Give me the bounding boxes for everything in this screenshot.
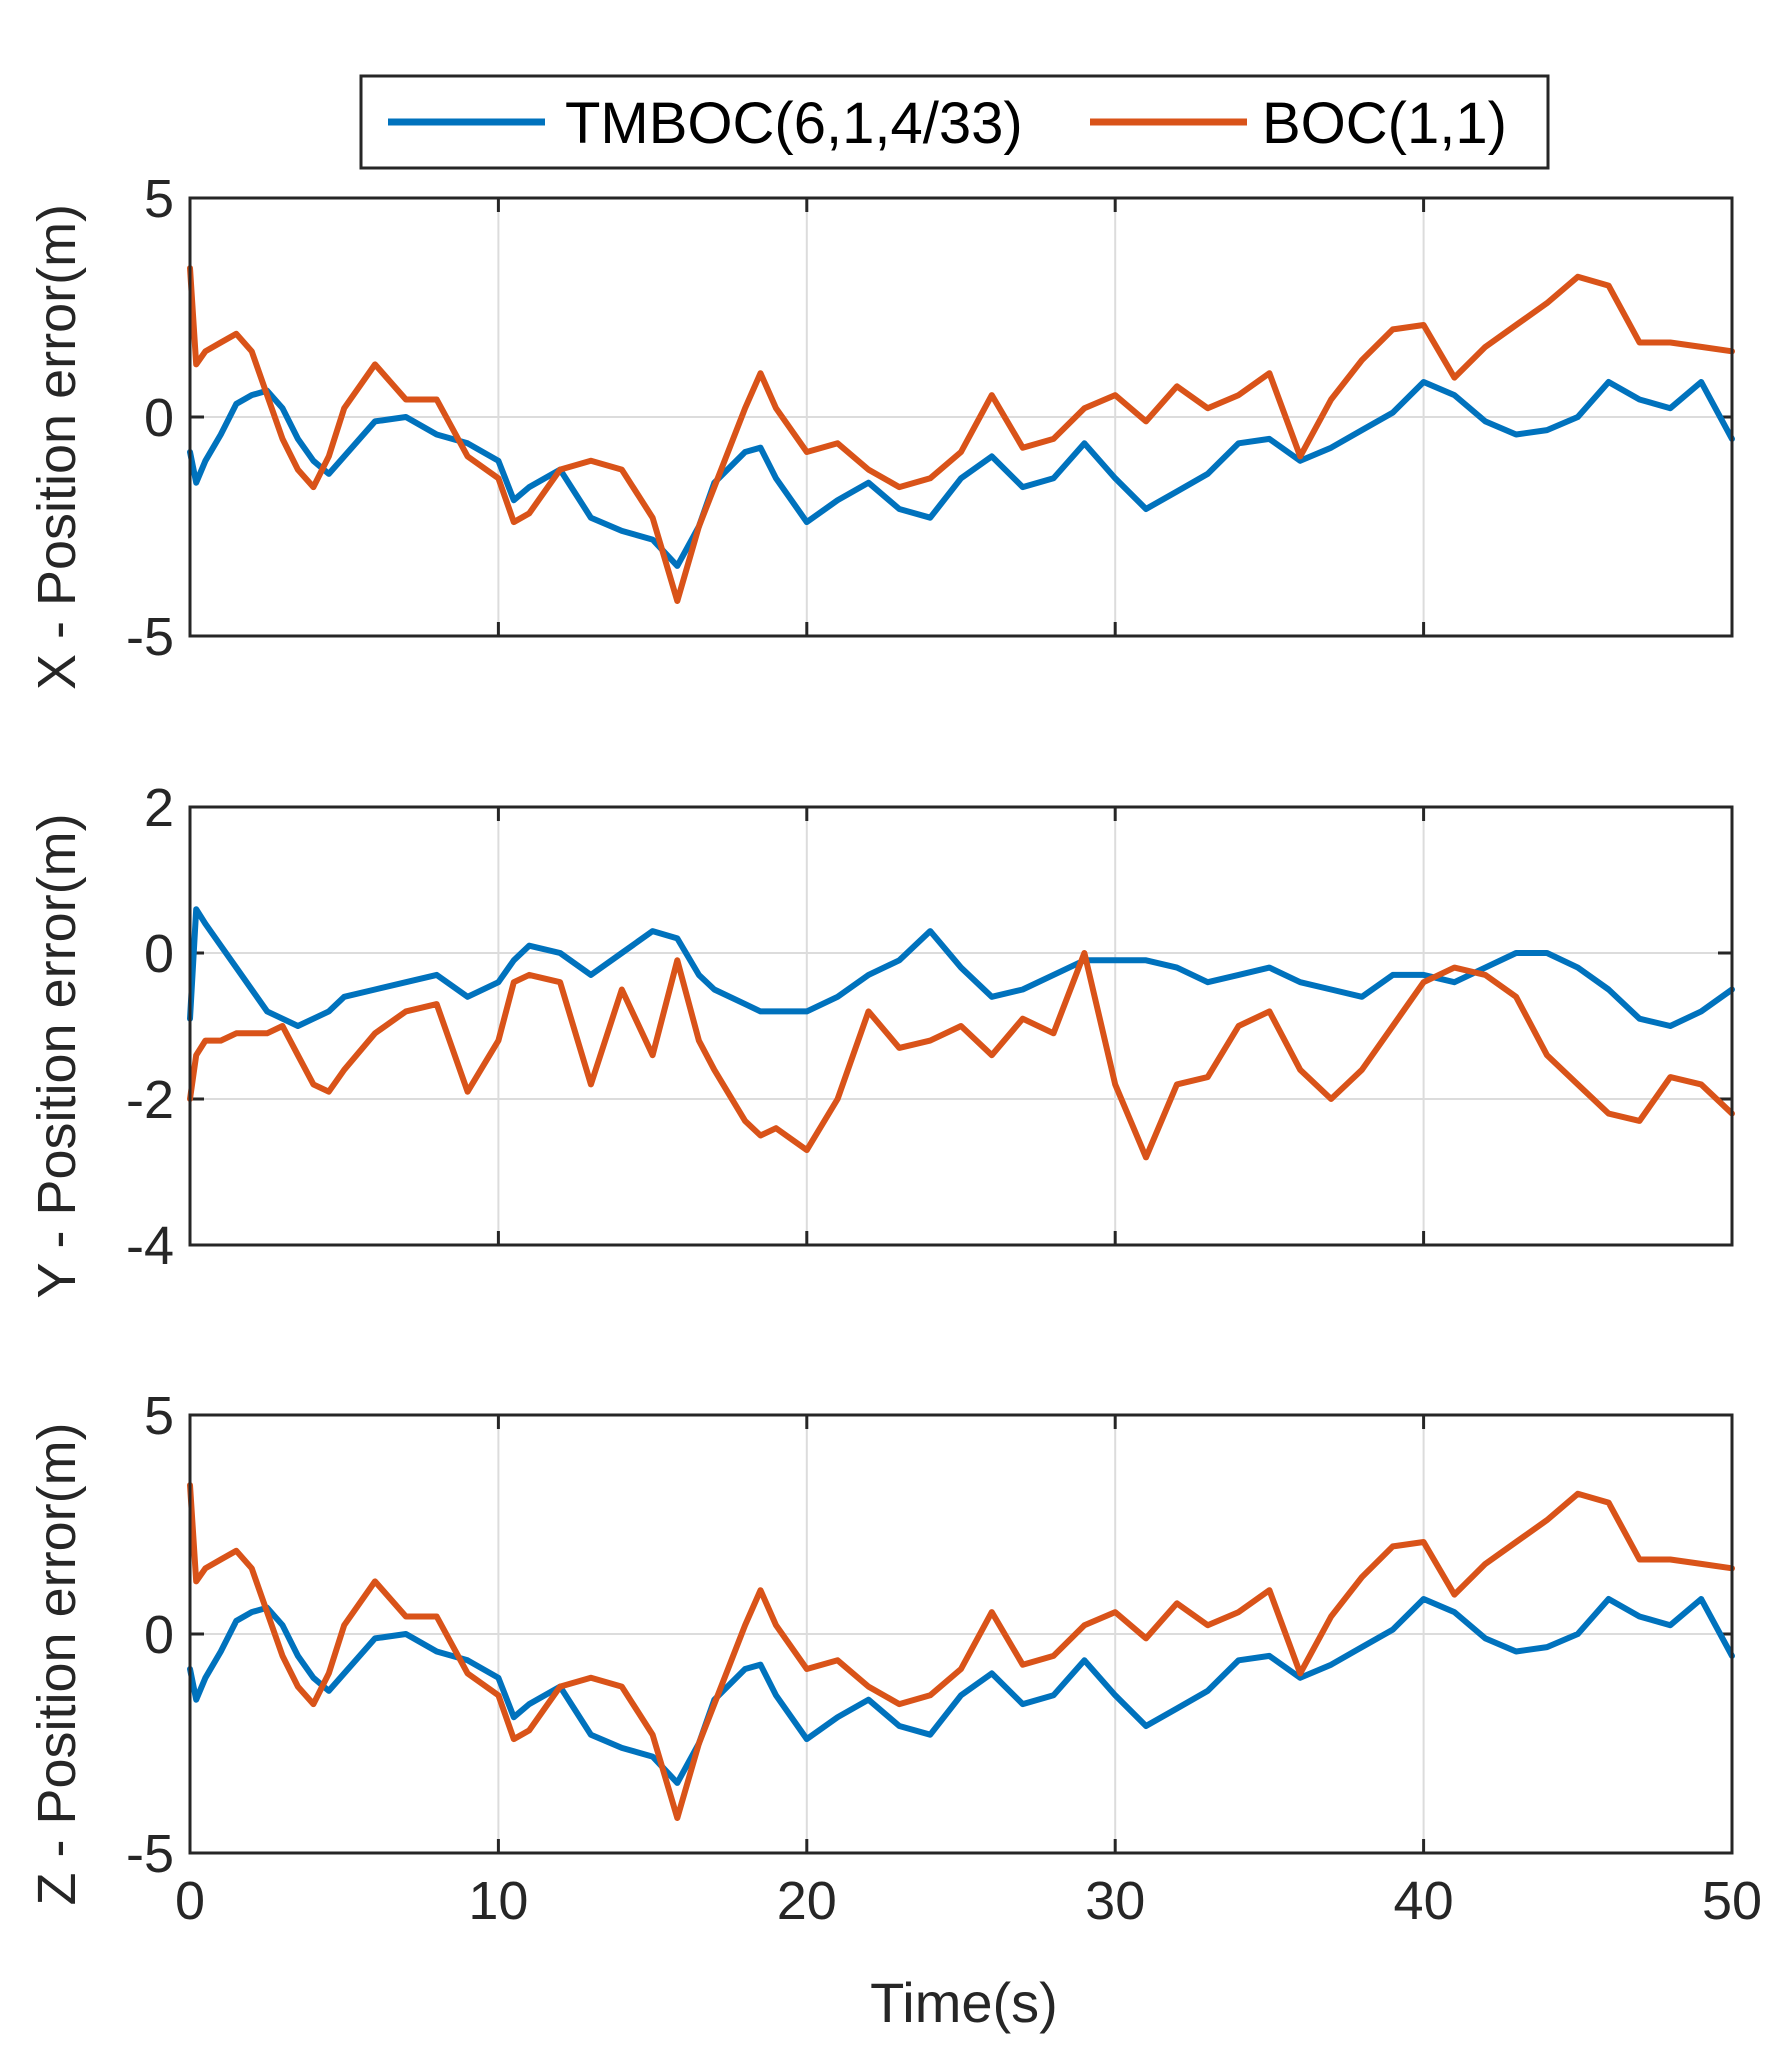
legend: TMBOC(6,1,4/33) BOC(1,1) [359, 74, 1550, 170]
series-line-tmboc-6-1-4-33- [187, 906, 1735, 1029]
y-tick-label: 5 [144, 1386, 174, 1446]
series-line-boc-1-1- [187, 265, 1735, 604]
y-tick-label: 2 [144, 778, 174, 838]
axes-frame [188, 805, 1734, 1247]
series-line-tmboc-6-1-4-33- [187, 379, 1735, 569]
series-line-boc-1-1- [187, 950, 1735, 1161]
y-axis-title: X - Position error(m) [27, 204, 87, 690]
x-tick-label: 30 [1085, 1871, 1145, 1931]
y-tick-label: 5 [144, 169, 174, 229]
y-tick-label: -4 [126, 1216, 174, 1276]
legend-label-tmboc: TMBOC(6,1,4/33) [565, 91, 1023, 156]
panel-x-position-error: -5 0 5 X - Position error(m) [27, 169, 1735, 690]
x-tick-label: 10 [468, 1871, 528, 1931]
x-tick-label: 20 [777, 1871, 837, 1931]
y-tick-label: -2 [126, 1070, 174, 1130]
y-tick-label: 0 [144, 388, 174, 448]
y-axis-title: Z - Position error(m) [27, 1422, 87, 1905]
y-axis-title: Y - Position error(m) [27, 813, 87, 1298]
series-line-boc-1-1- [187, 1482, 1735, 1821]
y-tick-label: 0 [144, 924, 174, 984]
series-line-tmboc-6-1-4-33- [187, 1596, 1735, 1786]
x-axis-title: Time(s) [870, 1971, 1058, 2034]
panel-y-position-error: -4 -2 0 2 Y - Position error(m) [27, 778, 1735, 1299]
x-tick-label: 0 [175, 1871, 205, 1931]
y-tick-label: 0 [144, 1605, 174, 1665]
axes-frame [188, 1413, 1734, 1855]
legend-box [359, 74, 1550, 170]
legend-label-boc: BOC(1,1) [1262, 91, 1507, 156]
y-tick-label: -5 [126, 1824, 174, 1884]
x-tick-label: 50 [1702, 1871, 1762, 1931]
y-tick-label: -5 [126, 607, 174, 667]
x-tick-label: 40 [1394, 1871, 1454, 1931]
axes-frame [188, 196, 1734, 638]
